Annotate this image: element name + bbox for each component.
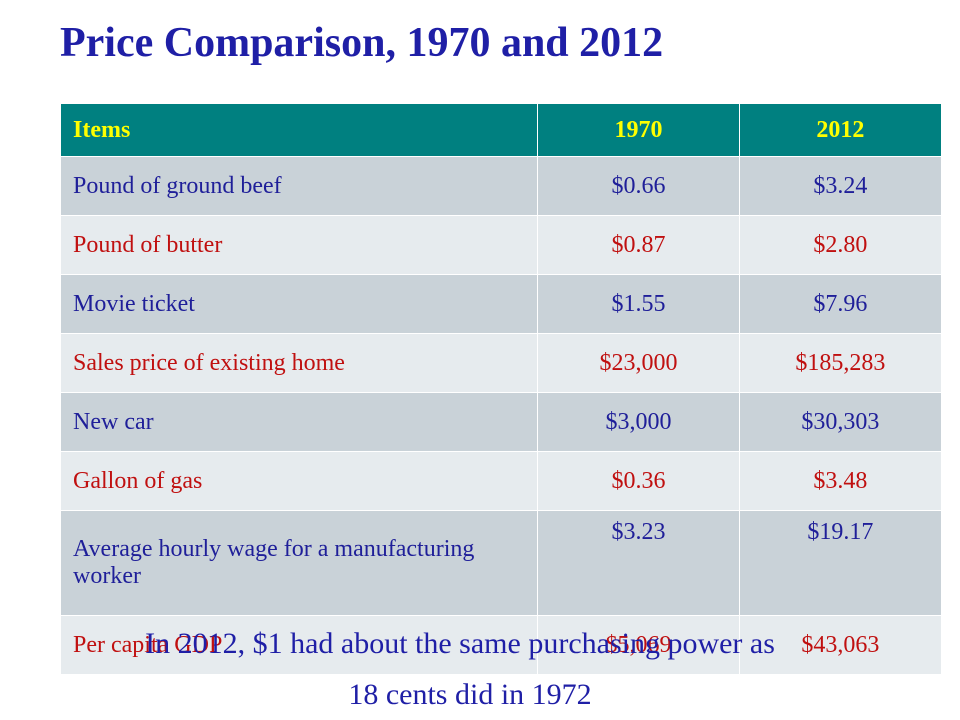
column-header-1970: 1970 [537,103,740,157]
item-cell: New car [59,392,539,452]
table-row: Pound of ground beef $0.66 $3.24 [59,156,943,216]
item-cell: Average hourly wage for a manufacturing … [59,510,539,616]
table-row: Average hourly wage for a manufacturing … [59,510,943,616]
price-2012-cell: $43,063 [738,615,943,675]
table-row: Sales price of existing home $23,000 $18… [59,333,943,393]
item-cell: Sales price of existing home [59,333,539,393]
price-1970-cell: $3,000 [537,392,740,452]
price-2012-cell: $30,303 [738,392,943,452]
price-2012-cell: $7.96 [738,274,943,334]
price-comparison-table: Items 1970 2012 Pound of ground beef $0.… [59,103,943,675]
price-1970-cell: $0.66 [537,156,740,216]
item-cell: Pound of ground beef [59,156,539,216]
column-header-2012: 2012 [738,103,943,157]
price-1970-cell: $3.23 [537,510,740,616]
caption-line-2: 18 cents did in 1972 [348,678,592,711]
price-2012-cell: $19.17 [738,510,943,616]
item-cell: Pound of butter [59,215,539,275]
price-1970-cell: $23,000 [537,333,740,393]
price-1970-cell: $0.87 [537,215,740,275]
item-cell: Per capita GDP [59,615,539,675]
price-1970-cell: $1.55 [537,274,740,334]
price-2012-cell: $185,283 [738,333,943,393]
table-row: Pound of butter $0.87 $2.80 [59,215,943,275]
table-row: Movie ticket $1.55 $7.96 [59,274,943,334]
table-header-row: Items 1970 2012 [59,103,943,157]
column-header-items: Items [59,103,539,157]
price-1970-cell: $5,069 [537,615,740,675]
table-row: Per capita GDP $5,069 $43,063 [59,615,943,675]
item-cell: Movie ticket [59,274,539,334]
table-row: Gallon of gas $0.36 $3.48 [59,451,943,511]
price-2012-cell: $3.48 [738,451,943,511]
price-1970-cell: $0.36 [537,451,740,511]
caption-line-1: In 2012, $1 had about the same purchasin… [145,627,775,660]
price-2012-cell: $3.24 [738,156,943,216]
table-row: New car $3,000 $30,303 [59,392,943,452]
page-title: Price Comparison, 1970 and 2012 [60,20,664,66]
item-cell: Gallon of gas [59,451,539,511]
price-2012-cell: $2.80 [738,215,943,275]
